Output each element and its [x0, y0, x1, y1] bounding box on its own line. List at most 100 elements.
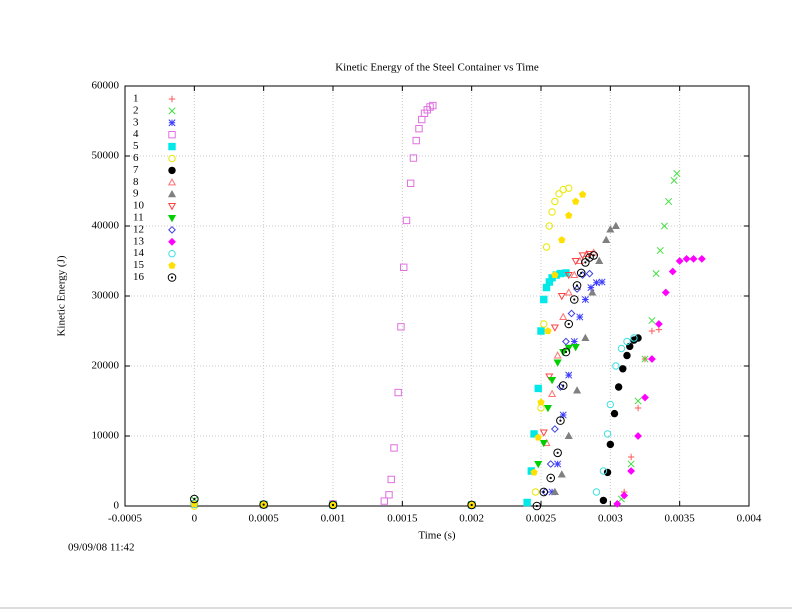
- legend-label: 12: [133, 223, 144, 235]
- x-tick-label: 0.002: [459, 513, 484, 525]
- legend-label: 1: [133, 93, 139, 105]
- data-point: [612, 362, 620, 370]
- data-point: [606, 225, 615, 233]
- legend-label: 9: [133, 188, 139, 200]
- chart-title: Kinetic Energy of the Steel Container vs…: [335, 62, 539, 74]
- legend-marker: [168, 261, 176, 269]
- y-tick-label: 60000: [92, 80, 120, 92]
- data-point: [570, 337, 578, 346]
- data-point: [623, 351, 631, 360]
- legend-marker: [167, 214, 177, 223]
- data-point: [385, 491, 393, 499]
- x-tick-label: 0.004: [737, 513, 762, 525]
- data-point: [627, 460, 635, 468]
- data-point: [641, 393, 649, 402]
- data-point: [581, 333, 590, 342]
- data-point: [565, 184, 573, 192]
- legend-marker: [167, 178, 177, 186]
- data-point: [553, 351, 562, 359]
- data-point: [328, 500, 338, 510]
- data-point: [656, 246, 664, 255]
- x-tick-label: 0.003: [598, 513, 623, 525]
- y-tick-label: 20000: [92, 360, 120, 372]
- data-point: [429, 101, 437, 110]
- data-point: [530, 468, 538, 476]
- data-point: [578, 252, 587, 260]
- data-point: [654, 320, 663, 328]
- x-tick-label: 0.0035: [665, 513, 696, 525]
- data-point: [595, 256, 604, 265]
- data-point: [537, 398, 545, 406]
- data-point: [537, 327, 545, 335]
- data-point: [415, 125, 423, 133]
- data-point: [564, 431, 573, 440]
- legend-label: 2: [133, 104, 139, 116]
- data-point: [571, 344, 580, 352]
- data-point: [553, 359, 562, 367]
- data-point: [559, 185, 567, 194]
- data-point: [550, 487, 559, 496]
- data-point: [614, 383, 623, 391]
- data-point: [420, 109, 429, 117]
- legend-marker: [168, 166, 176, 175]
- data-point: [190, 494, 199, 504]
- x-tick-label: 0.0005: [249, 513, 280, 525]
- data-point: [545, 222, 554, 230]
- data-point: [409, 154, 418, 162]
- data-point: [581, 258, 590, 267]
- data-point: [555, 190, 563, 198]
- data-point: [534, 384, 542, 393]
- data-point: [634, 397, 642, 405]
- legend-label: 11: [133, 212, 144, 224]
- data-point: [550, 324, 559, 332]
- data-point: [606, 400, 615, 409]
- x-tick-label: -0.0005: [108, 513, 142, 525]
- data-point: [665, 197, 673, 206]
- y-tick-label: 10000: [92, 430, 120, 442]
- data-point: [613, 499, 622, 508]
- data-point: [559, 411, 567, 419]
- x-tick-label: 0.0025: [526, 513, 557, 525]
- data-point: [557, 292, 566, 301]
- data-point: [394, 388, 402, 397]
- data-point: [557, 470, 566, 478]
- data-point: [565, 211, 573, 219]
- data-point: [558, 381, 568, 390]
- data-point: [648, 355, 656, 363]
- data-point: [540, 320, 548, 328]
- data-point: [565, 371, 573, 379]
- data-point: [546, 460, 555, 468]
- data-point: [598, 278, 606, 286]
- data-point: [548, 208, 556, 216]
- data-point: [564, 288, 573, 296]
- data-point: [599, 496, 608, 505]
- data-point: [576, 268, 586, 278]
- data-point: [548, 389, 557, 398]
- data-point: [543, 404, 552, 413]
- data-point: [426, 103, 434, 111]
- data-point: [402, 216, 411, 225]
- data-point: [648, 327, 656, 335]
- data-point: [523, 498, 531, 507]
- legend-marker: [168, 154, 176, 163]
- data-point: [602, 235, 611, 244]
- legend-marker: [168, 119, 176, 127]
- y-tick-label: 40000: [92, 220, 120, 232]
- legend-label: 10: [133, 200, 145, 212]
- data-point: [652, 270, 660, 278]
- data-point: [548, 376, 557, 385]
- data-point: [573, 285, 581, 293]
- data-point: [627, 467, 636, 475]
- data-point: [397, 323, 405, 331]
- legend-label: 15: [133, 259, 145, 271]
- legend-marker: [167, 273, 177, 282]
- data-point: [564, 271, 573, 280]
- data-point: [544, 327, 552, 335]
- legend-marker: [167, 189, 177, 198]
- data-point: [576, 313, 584, 321]
- data-point: [542, 243, 551, 251]
- data-point: [623, 337, 631, 346]
- legend-marker: [168, 250, 176, 258]
- data-point: [660, 222, 668, 230]
- data-point: [634, 404, 642, 412]
